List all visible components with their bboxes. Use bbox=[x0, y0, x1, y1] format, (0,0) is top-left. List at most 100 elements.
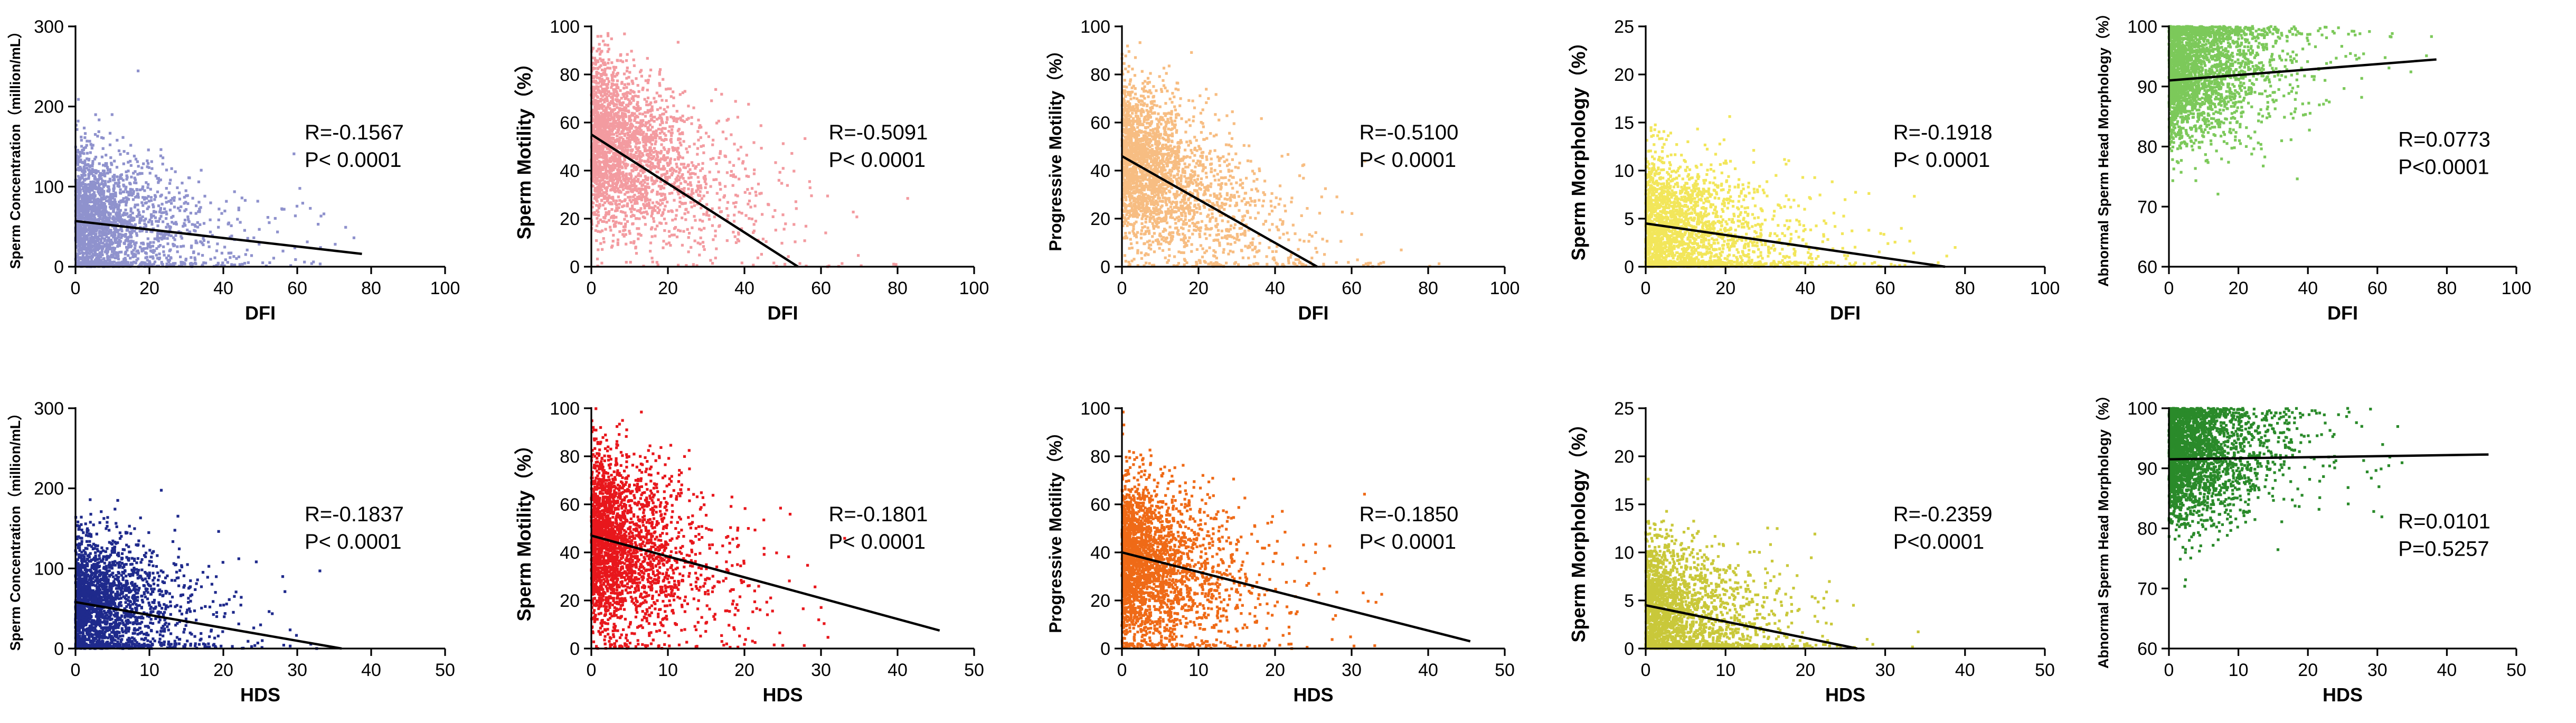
data-point bbox=[156, 224, 159, 228]
data-point bbox=[752, 229, 756, 232]
data-point bbox=[636, 209, 639, 212]
data-point bbox=[738, 177, 741, 181]
data-point bbox=[101, 170, 105, 173]
data-point bbox=[616, 134, 619, 137]
data-point bbox=[83, 257, 87, 260]
data-point bbox=[79, 221, 82, 224]
data-point bbox=[77, 98, 80, 101]
data-point bbox=[85, 186, 88, 189]
data-point bbox=[602, 145, 605, 148]
data-point bbox=[138, 264, 141, 267]
data-point bbox=[136, 188, 139, 191]
data-point bbox=[129, 233, 132, 236]
data-point bbox=[629, 215, 633, 218]
data-point bbox=[715, 178, 718, 181]
data-point bbox=[182, 224, 185, 228]
data-point bbox=[91, 232, 95, 235]
data-point bbox=[855, 215, 858, 219]
data-point bbox=[75, 235, 78, 239]
data-point bbox=[109, 207, 112, 210]
data-point bbox=[808, 186, 812, 190]
data-point bbox=[128, 244, 131, 247]
data-point bbox=[647, 126, 650, 129]
data-point bbox=[638, 112, 641, 115]
data-point bbox=[78, 245, 81, 248]
data-point bbox=[101, 147, 105, 150]
data-point bbox=[306, 240, 309, 243]
data-point bbox=[646, 178, 649, 182]
data-point bbox=[660, 186, 663, 189]
data-point bbox=[107, 185, 110, 189]
data-point bbox=[733, 213, 736, 217]
data-point bbox=[628, 71, 631, 74]
data-point bbox=[634, 246, 637, 249]
data-point bbox=[129, 187, 132, 191]
data-point bbox=[687, 250, 690, 253]
data-point bbox=[317, 223, 320, 226]
data-point bbox=[140, 261, 143, 265]
data-point bbox=[89, 193, 92, 196]
data-point bbox=[687, 117, 690, 120]
data-point bbox=[238, 263, 241, 266]
data-point bbox=[777, 179, 780, 182]
data-point bbox=[168, 259, 171, 262]
data-point bbox=[597, 195, 600, 199]
data-point bbox=[134, 178, 137, 182]
data-point bbox=[112, 184, 116, 187]
data-point bbox=[169, 234, 173, 237]
data-point bbox=[640, 74, 643, 78]
data-point bbox=[618, 120, 621, 124]
data-point bbox=[781, 142, 785, 145]
data-point bbox=[739, 146, 742, 149]
data-point bbox=[606, 67, 609, 70]
data-point bbox=[126, 176, 129, 179]
data-point bbox=[624, 193, 627, 196]
data-point bbox=[113, 247, 117, 250]
data-point bbox=[656, 224, 659, 228]
data-point bbox=[688, 145, 691, 148]
data-point bbox=[158, 237, 161, 240]
data-point bbox=[126, 264, 129, 267]
data-point bbox=[106, 172, 109, 175]
data-point bbox=[625, 148, 628, 152]
data-point bbox=[667, 150, 670, 153]
data-point bbox=[78, 206, 81, 210]
data-point bbox=[78, 168, 81, 172]
data-point bbox=[273, 217, 277, 220]
data-point bbox=[168, 209, 172, 212]
data-point bbox=[90, 258, 93, 261]
data-point bbox=[682, 166, 685, 169]
data-point bbox=[638, 195, 641, 198]
data-point bbox=[130, 231, 134, 234]
data-point bbox=[596, 130, 599, 134]
y-tick-label: 100 bbox=[34, 177, 64, 197]
data-point bbox=[105, 154, 108, 157]
data-point bbox=[187, 176, 191, 180]
data-point bbox=[1286, 231, 1289, 234]
data-point bbox=[129, 210, 133, 213]
data-point bbox=[97, 239, 100, 242]
data-point bbox=[81, 200, 84, 203]
data-point bbox=[730, 170, 733, 173]
data-point bbox=[131, 240, 135, 243]
data-point bbox=[700, 228, 703, 232]
data-point bbox=[621, 115, 625, 118]
data-point bbox=[667, 241, 671, 245]
data-point bbox=[165, 226, 168, 229]
data-point bbox=[120, 236, 123, 239]
data-point bbox=[83, 159, 87, 162]
data-point bbox=[149, 255, 152, 258]
x-tick-label: 20 bbox=[658, 278, 678, 298]
data-point bbox=[645, 153, 648, 156]
data-point bbox=[719, 183, 722, 186]
data-point bbox=[225, 200, 228, 203]
data-point bbox=[616, 98, 619, 101]
data-point bbox=[118, 211, 121, 214]
data-point bbox=[157, 204, 161, 208]
data-point bbox=[761, 213, 764, 216]
data-point bbox=[149, 241, 152, 244]
data-point bbox=[190, 256, 193, 259]
data-point bbox=[131, 188, 134, 191]
data-point bbox=[682, 140, 685, 143]
